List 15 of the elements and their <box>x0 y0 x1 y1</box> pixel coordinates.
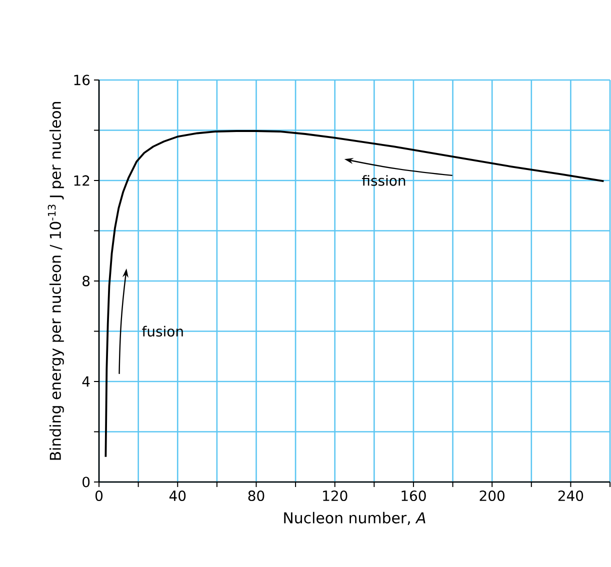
x-tick-label: 160 <box>402 490 426 502</box>
y-tick-label: 4 <box>82 376 90 387</box>
y-tick-label: 0 <box>82 476 90 488</box>
x-tick-label: 200 <box>480 490 504 502</box>
x-axis-title: Nucleon number, A <box>284 512 426 525</box>
y-tick-label: 8 <box>82 276 90 286</box>
x-tick-label: 0 <box>95 490 103 502</box>
x-tick-label: 120 <box>323 490 348 502</box>
line-series <box>104 130 605 458</box>
y-tick-label: 16 <box>74 74 90 86</box>
y-tick-label: 12 <box>74 175 90 186</box>
y-axis-title: Binding energy per nucleon / 10$^{-13}$ J per nucleon <box>48 102 64 460</box>
x-tick-label: 40 <box>169 490 186 502</box>
x-tick-label: 240 <box>558 490 584 502</box>
x-tick-label: 80 <box>248 490 264 502</box>
